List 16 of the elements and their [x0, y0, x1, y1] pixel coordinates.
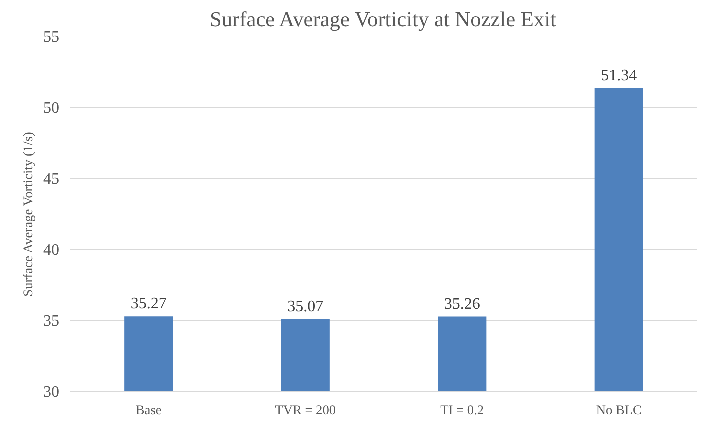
data-label: 51.34 [601, 67, 638, 84]
y-tick-label: 35 [44, 313, 60, 330]
data-label: 35.26 [444, 296, 480, 313]
data-label: 35.27 [130, 296, 167, 313]
chart-title: Surface Average Vorticity at Nozzle Exit [210, 8, 557, 32]
x-tick-label: No BLC [596, 402, 642, 418]
y-tick-label: 45 [44, 171, 60, 188]
y-axis-title: Surface Average Vorticity (1/s) [20, 132, 36, 297]
x-tick-label: TVR = 200 [275, 402, 336, 418]
data-label: 35.07 [288, 298, 324, 316]
x-tick-label: TI = 0.2 [440, 402, 484, 418]
x-tick-label: Base [136, 402, 162, 418]
y-tick-label: 55 [44, 29, 60, 46]
y-tick-label: 40 [44, 242, 60, 259]
y-tick-label: 30 [44, 384, 60, 401]
y-tick-label: 50 [44, 100, 60, 117]
